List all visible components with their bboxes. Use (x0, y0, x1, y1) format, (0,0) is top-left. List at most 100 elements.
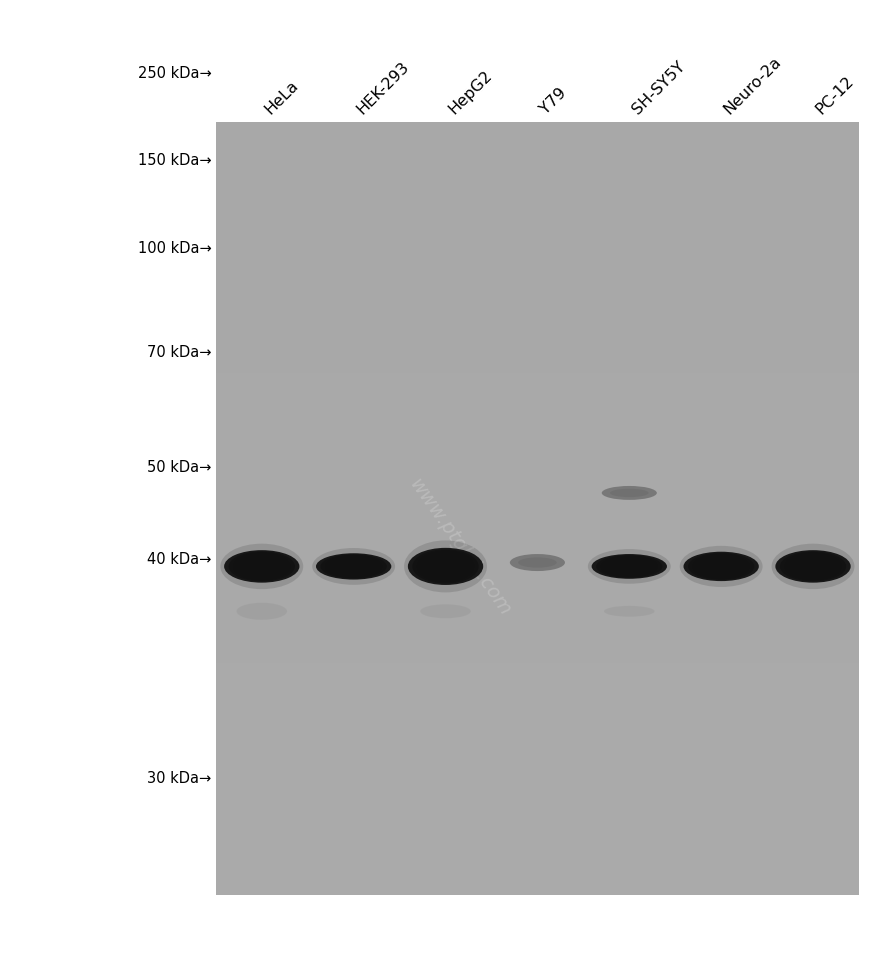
Ellipse shape (610, 488, 648, 497)
Bar (216, 760, 859, 779)
Ellipse shape (518, 558, 557, 567)
Text: 30 kDa→: 30 kDa→ (147, 771, 211, 786)
Ellipse shape (408, 548, 483, 585)
Bar (216, 431, 859, 450)
Ellipse shape (788, 554, 837, 579)
Ellipse shape (688, 553, 754, 580)
Ellipse shape (431, 556, 461, 578)
Bar (216, 373, 859, 392)
Text: PC-12: PC-12 (813, 73, 857, 117)
Bar (216, 837, 859, 856)
Text: HepG2: HepG2 (446, 67, 495, 117)
Bar (216, 392, 859, 412)
Ellipse shape (798, 557, 828, 576)
Ellipse shape (404, 540, 487, 593)
Text: 100 kDa→: 100 kDa→ (137, 240, 211, 256)
Bar (216, 817, 859, 837)
Ellipse shape (316, 554, 391, 580)
Bar (216, 586, 859, 605)
Bar (216, 489, 859, 508)
Bar (216, 315, 859, 335)
Bar (216, 664, 859, 682)
Bar (216, 218, 859, 237)
Bar (216, 296, 859, 315)
Ellipse shape (605, 557, 654, 576)
Ellipse shape (421, 553, 470, 581)
Text: 150 kDa→: 150 kDa→ (137, 153, 211, 168)
Ellipse shape (426, 554, 465, 579)
Bar (216, 547, 859, 566)
Ellipse shape (238, 554, 286, 579)
Ellipse shape (247, 557, 277, 576)
Ellipse shape (588, 549, 670, 584)
Text: HeLa: HeLa (262, 77, 301, 117)
Bar (216, 276, 859, 296)
Bar (216, 450, 859, 470)
Ellipse shape (706, 558, 737, 575)
Text: Neuro-2a: Neuro-2a (722, 54, 784, 117)
Bar (216, 237, 859, 257)
Ellipse shape (242, 556, 281, 577)
Bar (216, 180, 859, 199)
Ellipse shape (602, 486, 657, 500)
Text: Y79: Y79 (537, 85, 569, 117)
Ellipse shape (592, 554, 667, 579)
Bar (216, 799, 859, 817)
Ellipse shape (604, 606, 655, 617)
Bar (216, 856, 859, 876)
Ellipse shape (312, 548, 395, 585)
Bar (216, 702, 859, 721)
Ellipse shape (775, 550, 851, 583)
Bar (216, 122, 859, 895)
Bar (216, 122, 859, 141)
Text: 70 kDa→: 70 kDa→ (147, 344, 211, 360)
Bar (216, 412, 859, 431)
Ellipse shape (236, 602, 287, 620)
Ellipse shape (420, 604, 470, 618)
Bar (216, 779, 859, 799)
Ellipse shape (321, 555, 387, 579)
Ellipse shape (412, 550, 478, 584)
Bar (216, 257, 859, 276)
Text: 250 kDa→: 250 kDa→ (137, 66, 211, 82)
Bar (216, 508, 859, 527)
Bar (216, 354, 859, 373)
Bar (216, 335, 859, 354)
Ellipse shape (784, 553, 841, 580)
Bar (216, 199, 859, 218)
Ellipse shape (794, 556, 833, 577)
Text: 40 kDa→: 40 kDa→ (147, 552, 211, 567)
Ellipse shape (338, 559, 369, 574)
Ellipse shape (692, 554, 750, 579)
Ellipse shape (220, 544, 303, 589)
Ellipse shape (224, 550, 300, 583)
Ellipse shape (334, 558, 374, 575)
Text: HEK-293: HEK-293 (353, 58, 411, 117)
Ellipse shape (601, 556, 658, 577)
Text: www.ptglab.com: www.ptglab.com (406, 475, 515, 619)
Ellipse shape (596, 555, 663, 578)
Bar (216, 470, 859, 489)
Bar (216, 740, 859, 760)
Ellipse shape (417, 551, 474, 582)
Ellipse shape (772, 544, 855, 589)
Ellipse shape (680, 546, 763, 587)
Bar (216, 644, 859, 664)
Bar (216, 605, 859, 625)
Ellipse shape (684, 552, 759, 581)
Ellipse shape (780, 552, 846, 581)
Ellipse shape (610, 558, 649, 575)
Ellipse shape (510, 554, 565, 571)
Bar (216, 682, 859, 702)
Bar (216, 161, 859, 180)
Bar (216, 141, 859, 161)
Bar (216, 721, 859, 740)
Bar (216, 625, 859, 644)
Ellipse shape (701, 557, 741, 576)
Text: SH-SY5Y: SH-SY5Y (629, 58, 688, 117)
Ellipse shape (325, 556, 382, 577)
Ellipse shape (614, 559, 644, 574)
Bar (216, 566, 859, 586)
Text: 50 kDa→: 50 kDa→ (147, 459, 211, 475)
Ellipse shape (229, 552, 295, 581)
